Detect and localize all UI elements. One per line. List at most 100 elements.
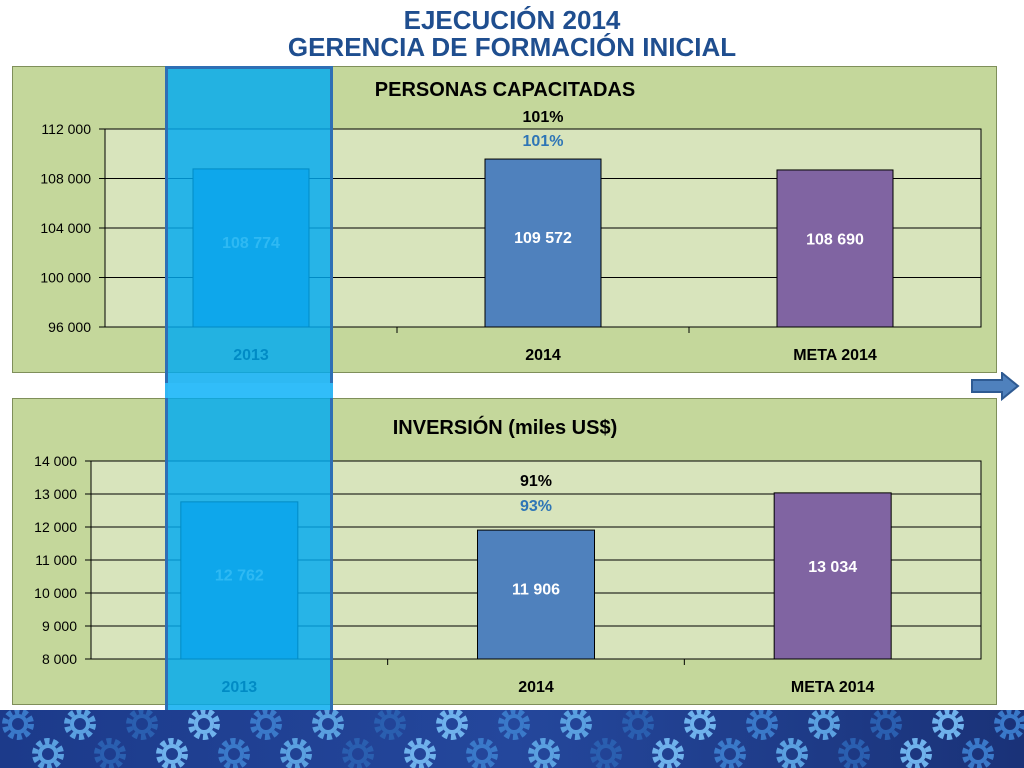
gear-icon	[870, 710, 902, 740]
gear-teeth	[312, 710, 344, 740]
gear-icon	[746, 710, 778, 740]
gear-teeth	[652, 738, 684, 768]
gear-teeth	[962, 738, 994, 768]
gear-ring	[968, 744, 988, 764]
gear-ring	[286, 744, 306, 764]
gear-teeth	[776, 738, 808, 768]
bar-2014	[477, 529, 595, 660]
gear-ring	[596, 744, 616, 764]
data-label: 109 572	[514, 230, 572, 247]
y-tick-label: 14 000	[34, 453, 77, 469]
gear-teeth	[746, 710, 778, 740]
y-tick-label: 108 000	[40, 171, 91, 187]
gear-ring	[348, 744, 368, 764]
chart-inversion: INVERSIÓN (miles US$) 8 000 9 000 10 000 11 …	[34, 415, 982, 696]
y-tick-label: 96 000	[48, 319, 91, 335]
gear-ring	[132, 714, 152, 734]
gear-icon	[714, 738, 746, 768]
gear-icon	[404, 738, 436, 768]
gear-ring	[8, 714, 28, 734]
gear-ring	[814, 714, 834, 734]
gear-icon	[900, 738, 932, 768]
page-title-line-1: EJECUCIÓN 2014	[403, 5, 621, 35]
gear-ring	[690, 714, 710, 734]
gear-ring	[256, 714, 276, 734]
gear-teeth	[374, 710, 406, 740]
category-label: META 2014	[793, 347, 877, 364]
gear-icon	[2, 710, 1024, 768]
gear-teeth	[714, 738, 746, 768]
gear-icon	[250, 710, 282, 740]
gear-icon	[932, 710, 964, 740]
gear-teeth	[466, 738, 498, 768]
gear-ring	[100, 744, 120, 764]
gear-icon	[560, 710, 592, 740]
gear-ring	[658, 744, 678, 764]
gear-ring	[442, 714, 462, 734]
gear-teeth	[498, 710, 530, 740]
gear-teeth	[2, 710, 34, 740]
gear-ring	[876, 714, 896, 734]
gear-icon	[776, 738, 808, 768]
gear-teeth	[188, 710, 220, 740]
y-tick-label: 13 000	[34, 486, 77, 502]
gear-ring	[720, 744, 740, 764]
gear-teeth	[250, 710, 282, 740]
gear-ring	[38, 744, 58, 764]
gear-icon	[838, 738, 870, 768]
gear-teeth	[32, 738, 64, 768]
gear-teeth	[156, 738, 188, 768]
gear-teeth	[560, 710, 592, 740]
y-tick-label: 100 000	[40, 270, 91, 286]
chart-title: PERSONAS CAPACITADAS	[375, 79, 635, 101]
gear-ring	[472, 744, 492, 764]
gear-teeth	[900, 738, 932, 768]
gear-teeth	[436, 710, 468, 740]
page-title-line-2: GERENCIA DE FORMACIÓN INICIAL	[287, 32, 737, 62]
arrow-right-icon[interactable]	[970, 372, 1020, 402]
gear-icon	[498, 710, 530, 740]
annotation-percent: 91%	[520, 473, 552, 490]
gear-ring	[380, 714, 400, 734]
gear-ring	[224, 744, 244, 764]
gear-ring	[194, 714, 214, 734]
gear-ring	[906, 744, 926, 764]
gear-ring	[1000, 714, 1020, 734]
gear-icon	[94, 738, 126, 768]
gear-icon	[466, 738, 498, 768]
bar-meta-2014	[773, 492, 892, 660]
data-label: 11 906	[512, 582, 560, 599]
footer-gear-band	[0, 710, 1024, 768]
gear-icon	[436, 710, 468, 740]
gear-icon	[528, 738, 560, 768]
gear-ring	[162, 744, 182, 764]
gear-icon	[188, 710, 220, 740]
gear-ring	[70, 714, 90, 734]
gear-icon	[280, 738, 312, 768]
category-label: 2014	[525, 347, 561, 364]
annotation-percent: 93%	[520, 498, 552, 515]
annotation-percent: 101%	[523, 133, 564, 150]
y-tick-label: 112 000	[41, 121, 91, 137]
category-label: 2014	[518, 679, 554, 696]
chart-panel-personas: PERSONAS CAPACITADAS 96 000 100 000 104 000…	[12, 66, 997, 373]
gear-icon	[684, 710, 716, 740]
gear-ring	[410, 744, 430, 764]
y-tick-label: 12 000	[34, 519, 77, 535]
y-tick-label: 9 000	[42, 618, 77, 634]
gear-teeth	[622, 710, 654, 740]
y-tick-label: 8 000	[42, 651, 77, 667]
chart-panel-inversion: INVERSIÓN (miles US$) 8 000 9 000 10 000 11 …	[12, 398, 997, 705]
y-tick-label: 10 000	[34, 585, 77, 601]
gear-teeth	[342, 738, 374, 768]
gear-icon	[808, 710, 840, 740]
gear-teeth	[838, 738, 870, 768]
gear-icon	[32, 738, 64, 768]
gear-teeth	[994, 710, 1024, 740]
y-tick-label: 104 000	[40, 220, 91, 236]
gear-icon	[652, 738, 684, 768]
gear-ring	[752, 714, 772, 734]
chart-personas-capacitadas: PERSONAS CAPACITADAS 96 000 100 000 104 000…	[40, 79, 982, 364]
gear-icon	[994, 710, 1024, 740]
annotation-percent: 101%	[523, 109, 564, 126]
